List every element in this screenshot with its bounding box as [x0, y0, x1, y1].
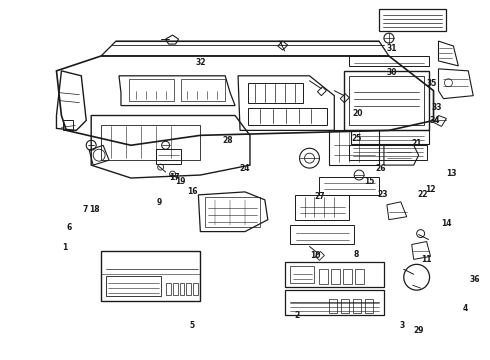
- Bar: [285, 262, 384, 287]
- Bar: [349, 145, 427, 160]
- Bar: [349, 76, 424, 125]
- Bar: [187, 283, 192, 295]
- Text: 32: 32: [195, 58, 206, 67]
- Bar: [285, 290, 384, 315]
- Bar: [106, 276, 161, 296]
- Text: 34: 34: [429, 116, 440, 125]
- Bar: [319, 177, 379, 195]
- Bar: [101, 251, 200, 301]
- Bar: [248, 108, 327, 125]
- Bar: [129, 79, 173, 100]
- Bar: [101, 125, 200, 160]
- Text: 15: 15: [364, 177, 374, 186]
- Text: 36: 36: [470, 275, 481, 284]
- Text: 2: 2: [294, 311, 299, 320]
- Bar: [194, 283, 198, 295]
- Bar: [290, 225, 354, 244]
- Text: 1: 1: [62, 243, 67, 252]
- Text: 28: 28: [223, 136, 233, 145]
- Text: 10: 10: [310, 251, 320, 260]
- Bar: [355, 269, 364, 284]
- Text: 8: 8: [353, 250, 359, 259]
- Bar: [344, 71, 429, 130]
- Bar: [351, 130, 429, 144]
- Text: 3: 3: [399, 321, 404, 330]
- Text: 33: 33: [431, 103, 442, 112]
- Bar: [349, 56, 429, 66]
- Text: 21: 21: [412, 139, 422, 148]
- Text: 19: 19: [175, 177, 186, 186]
- Text: 35: 35: [426, 79, 437, 88]
- Bar: [341, 299, 349, 313]
- Text: 23: 23: [378, 190, 388, 199]
- Bar: [329, 299, 337, 313]
- Text: 6: 6: [67, 223, 72, 232]
- Bar: [353, 299, 361, 313]
- Bar: [205, 197, 260, 227]
- Bar: [365, 299, 373, 313]
- Text: 29: 29: [414, 326, 424, 335]
- Bar: [180, 79, 225, 100]
- Text: 31: 31: [387, 44, 397, 53]
- Text: 18: 18: [89, 205, 99, 214]
- Text: 5: 5: [190, 321, 195, 330]
- Text: 14: 14: [441, 219, 452, 228]
- Text: 24: 24: [240, 163, 250, 172]
- Text: 9: 9: [157, 198, 162, 207]
- Text: 12: 12: [425, 185, 436, 194]
- Bar: [248, 83, 302, 103]
- Text: 26: 26: [376, 163, 386, 172]
- Text: 4: 4: [463, 305, 468, 314]
- Bar: [294, 195, 349, 220]
- Bar: [343, 269, 352, 284]
- Bar: [331, 269, 340, 284]
- Bar: [290, 266, 315, 283]
- Bar: [166, 283, 171, 295]
- Text: 25: 25: [351, 134, 361, 143]
- Bar: [172, 283, 177, 295]
- Text: 7: 7: [82, 205, 88, 214]
- Text: 17: 17: [169, 172, 180, 181]
- Text: 22: 22: [417, 190, 428, 199]
- Bar: [379, 9, 446, 31]
- Bar: [156, 149, 180, 164]
- Text: 16: 16: [187, 188, 197, 197]
- Text: 27: 27: [314, 192, 325, 201]
- Bar: [329, 130, 379, 165]
- Text: 13: 13: [446, 168, 457, 177]
- Bar: [179, 283, 184, 295]
- Text: 30: 30: [387, 68, 397, 77]
- Text: 20: 20: [352, 109, 363, 118]
- Bar: [319, 269, 328, 284]
- Text: 11: 11: [421, 255, 432, 264]
